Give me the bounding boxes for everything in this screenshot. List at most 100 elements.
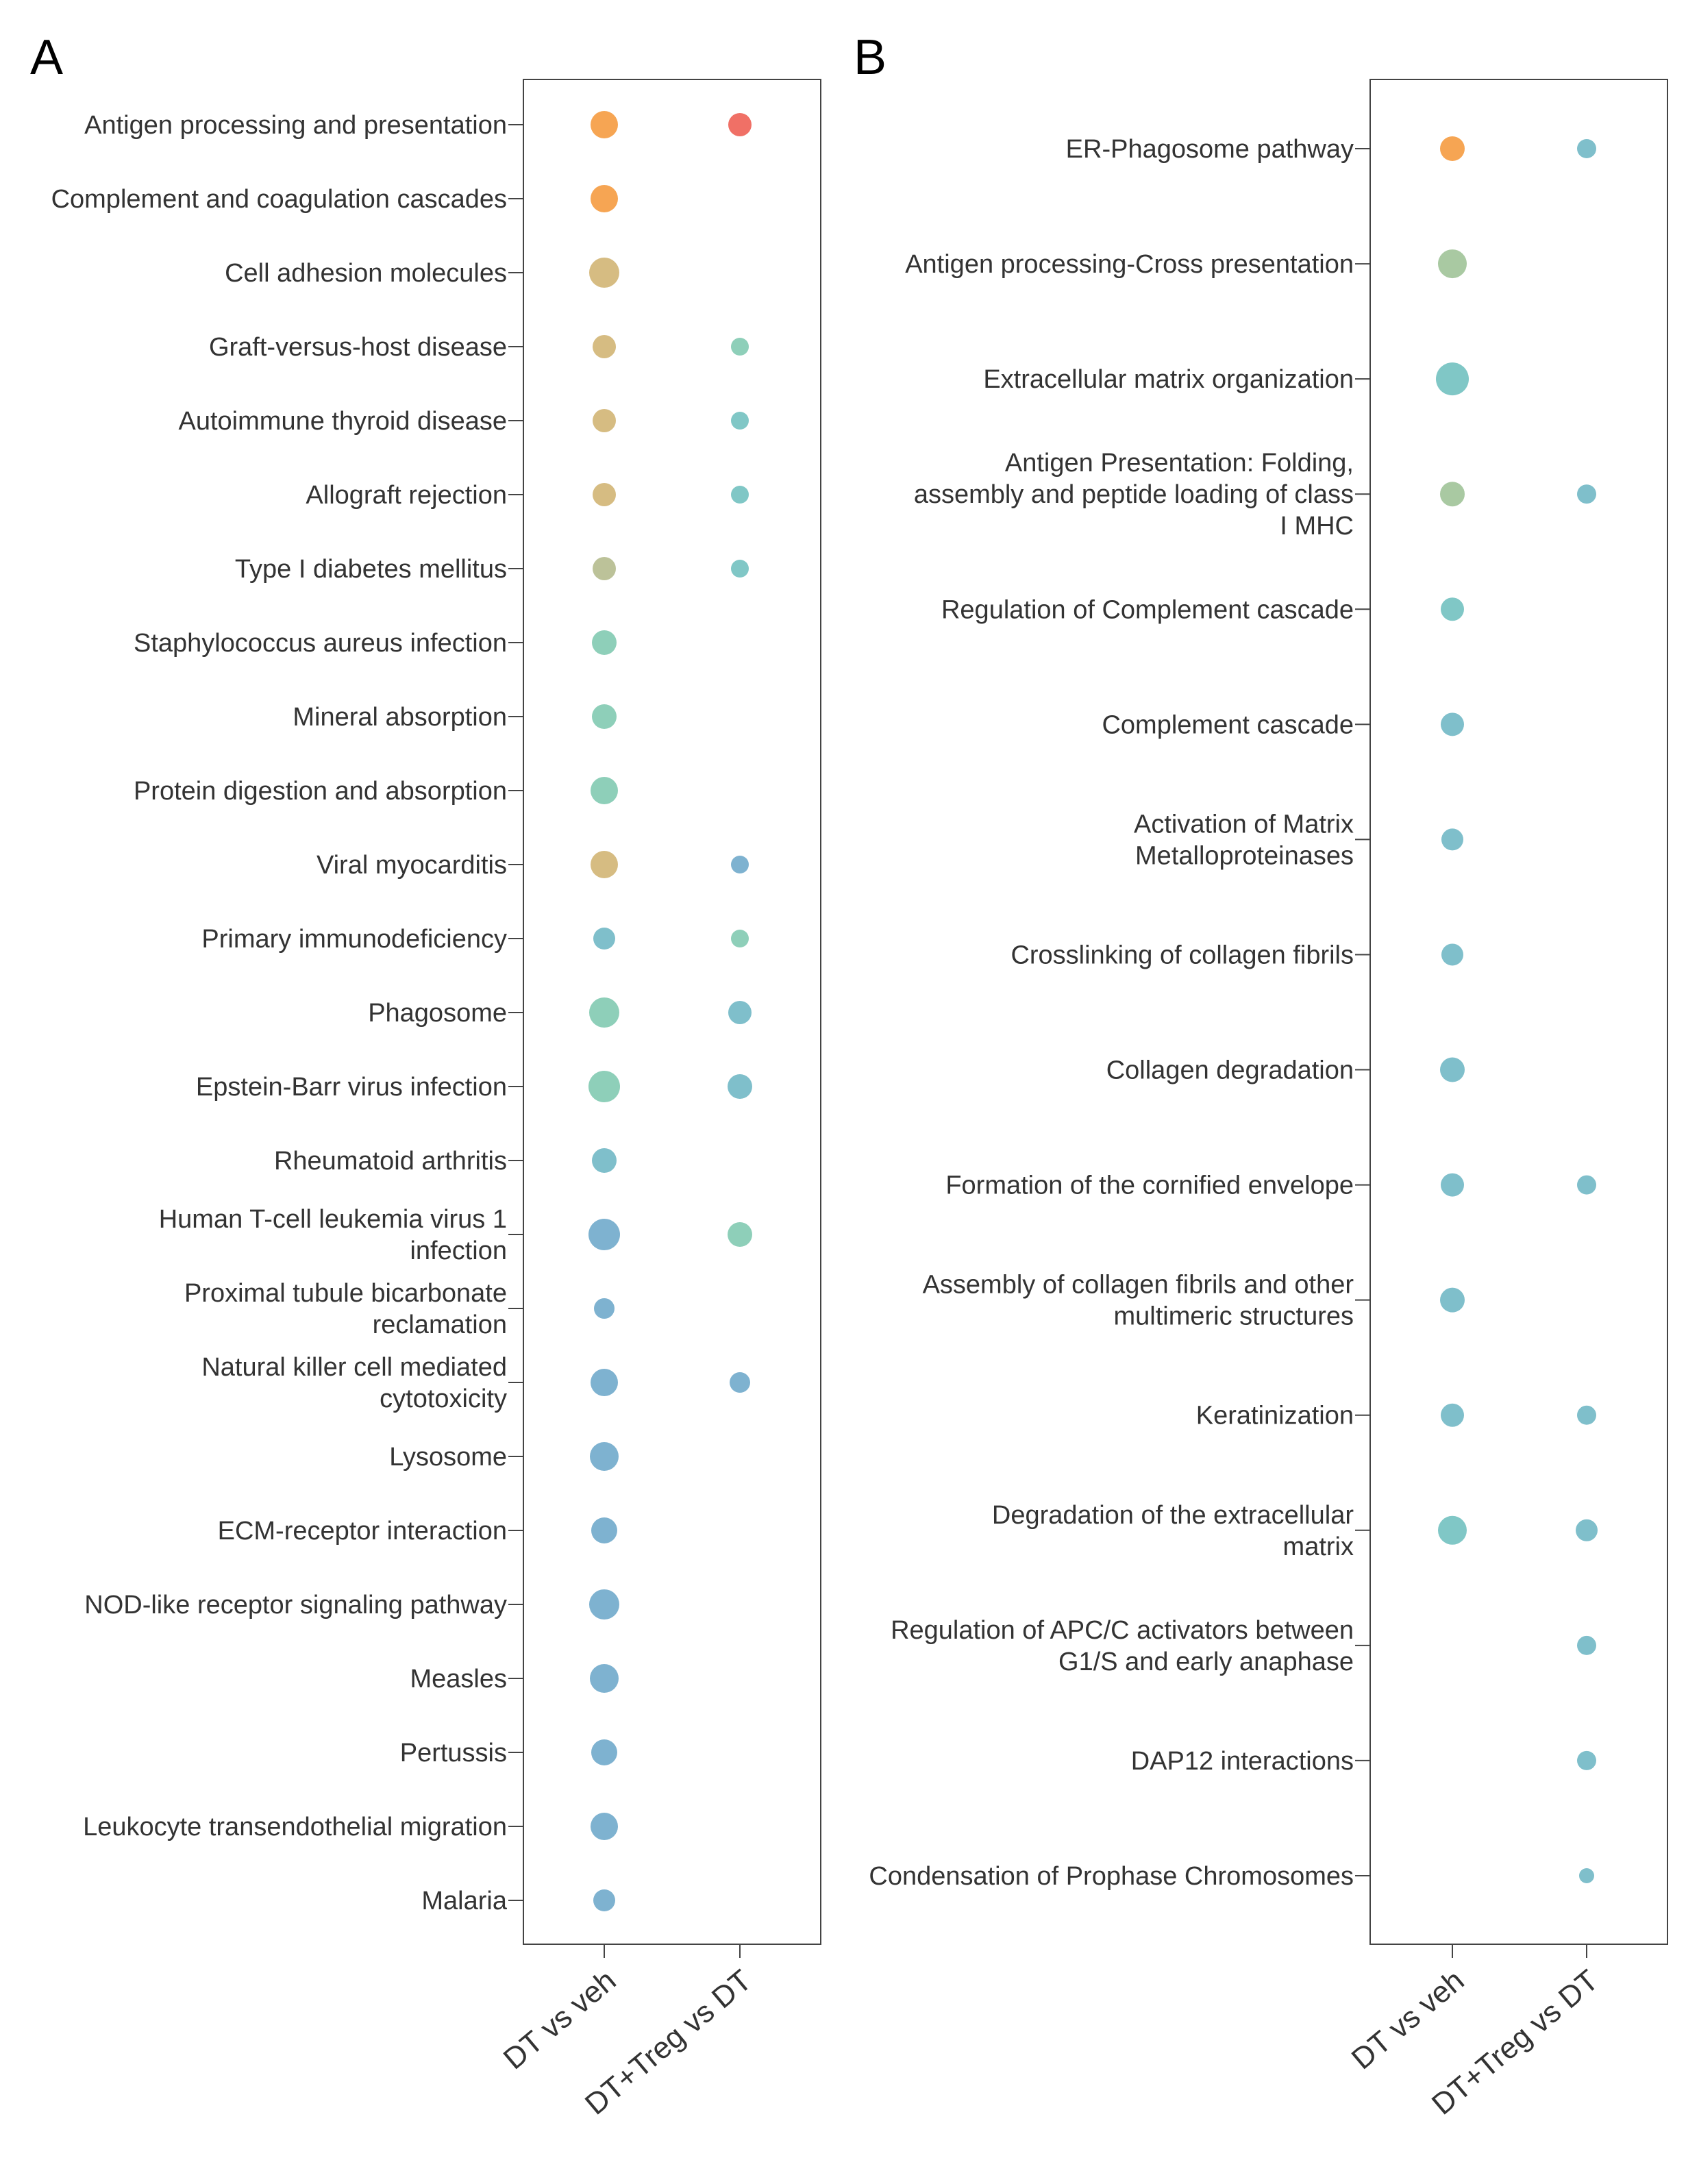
panel-a-data-point xyxy=(591,777,618,804)
panel-a-y-tick-label: Proximal tubule bicarbonate reclamation xyxy=(184,1279,507,1339)
panel-a-data-point xyxy=(731,412,749,430)
panel-b-y-tick-label: Formation of the cornified envelope xyxy=(945,1171,1354,1200)
panel-b-y-tick-label: Crosslinking of collagen fibrils xyxy=(1010,941,1354,969)
panel-b-data-point xyxy=(1577,1635,1596,1655)
panel-a: A Antigen processing and presentation Com… xyxy=(30,30,821,2122)
panel-a-data-point xyxy=(591,1739,617,1765)
panel-b-data-point xyxy=(1441,597,1464,621)
panel-a-data-point xyxy=(594,1298,615,1319)
panel-a-y-tick-label: Type I diabetes mellitus xyxy=(235,555,507,584)
panel-a-data-point xyxy=(588,1071,620,1102)
panel-b-data-point xyxy=(1436,362,1469,396)
panel-a-y-tick-label: Primary immunodeficiency xyxy=(201,925,507,954)
panel-a-y-tick-label-line: Malaria xyxy=(421,1887,507,1915)
panel-a-y-tick-label: Cell adhesion molecules xyxy=(225,259,507,288)
panel-a-y-tick-label: Natural killer cell mediated cytotoxicity xyxy=(201,1353,507,1413)
panel-b-y-tick-label-line: Collagen degradation xyxy=(1106,1056,1354,1085)
panel-a-y-tick-label: Malaria xyxy=(421,1887,507,1915)
panel-a-y-tick-label-line: Allograft rejection xyxy=(306,481,507,510)
panel-a-data-point xyxy=(591,851,618,878)
panel-a-y-tick-label: Autoimmune thyroid disease xyxy=(179,407,507,436)
panel-a-y-tick-label: Protein digestion and absorption xyxy=(134,777,507,806)
panel-a-data-point xyxy=(731,856,749,873)
panel-a-data-point xyxy=(588,1219,620,1250)
panel-b-data-point xyxy=(1440,1057,1465,1082)
panel-a-data-point xyxy=(593,928,615,950)
panel-b-y-tick-label-line: multimeric structures xyxy=(1114,1302,1354,1331)
panel-b-y-tick-label-line: Activation of Matrix xyxy=(1134,810,1354,839)
panel-a-data-point xyxy=(731,930,749,947)
panel-b-y-tick-label-line: Antigen processing-Cross presentation xyxy=(905,250,1354,279)
panel-a-data-point xyxy=(591,111,618,138)
panel-b-y-tick-label: Extracellular matrix organization xyxy=(983,365,1354,394)
panel-a-data-point xyxy=(593,335,616,358)
panel-a-data-point xyxy=(728,1001,752,1024)
panel-b-y-tick-label: ER-Phagosome pathway xyxy=(1066,135,1354,164)
panel-b-y-tick-label: Activation of Matrix Metalloproteinases xyxy=(1134,810,1354,870)
panel-b-data-point xyxy=(1438,1515,1467,1545)
panel-a-data-point xyxy=(591,1813,618,1840)
panel-b-y-tick-label: DAP12 interactions xyxy=(1131,1747,1354,1776)
panel-b-letter: B xyxy=(854,30,886,85)
panel-b-data-point xyxy=(1440,1287,1465,1313)
panel-b-data-point xyxy=(1577,1405,1596,1425)
panel-b-y-tick-label-line: G1/S and early anaphase xyxy=(1058,1648,1354,1676)
panel-b-y-tick-label: Degradation of the extracellular matrix xyxy=(992,1501,1354,1561)
panel-a-y-tick-label-line: infection xyxy=(410,1237,507,1265)
panel-a-y-tick-label-line: Graft-versus-host disease xyxy=(209,333,507,362)
panel-b-data-point xyxy=(1579,1868,1594,1883)
panel-a-data-point xyxy=(591,1369,618,1396)
panel-a-y-tick-label-line: Lysosome xyxy=(389,1443,507,1472)
panel-b-data-point xyxy=(1440,482,1465,507)
panel-b-data-point xyxy=(1441,1403,1464,1427)
panel-a-y-tick-label-line: cytotoxicity xyxy=(380,1385,507,1413)
panel-a-data-point xyxy=(592,1148,617,1173)
panel-b-y-tick-label: Regulation of Complement cascade xyxy=(941,595,1354,624)
panel-a-y-tick-label-line: Measles xyxy=(410,1665,508,1693)
panel-a-y-tick-label: ECM-receptor interaction xyxy=(218,1517,507,1546)
panel-b-y-tick-label-line: Extracellular matrix organization xyxy=(983,365,1354,394)
panel-b-y-tick-label-line: Assembly of collagen fibrils and other xyxy=(923,1271,1354,1300)
panel-b-y-tick-label-line: matrix xyxy=(1283,1532,1354,1561)
panel-b-y-tick-label-line: Crosslinking of collagen fibrils xyxy=(1010,941,1354,969)
panel-b-y-tick-label: Complement cascade xyxy=(1102,710,1354,739)
panel-a-y-tick-label-line: Primary immunodeficiency xyxy=(201,925,507,954)
panel-b-y-tick-label-line: Metalloproteinases xyxy=(1135,841,1354,870)
panel-a-data-point xyxy=(731,486,749,504)
panel-a-letter: A xyxy=(30,30,63,85)
panel-a-plot-frame xyxy=(523,79,821,1945)
panel-b-y-tick-label: Regulation of APC/C activators between G1… xyxy=(891,1616,1354,1676)
panel-a-y-tick-label-line: Complement and coagulation cascades xyxy=(51,185,507,214)
panel-b-y-tick-label-line: Formation of the cornified envelope xyxy=(945,1171,1354,1200)
panel-a-y-tick-label-line: Type I diabetes mellitus xyxy=(235,555,507,584)
panel-a-y-tick-label-line: Leukocyte transendothelial migration xyxy=(83,1813,507,1841)
panel-a-data-point xyxy=(589,997,619,1028)
panel-a-y-tick-label-line: ECM-receptor interaction xyxy=(218,1517,507,1546)
panel-a-data-point xyxy=(728,113,752,136)
panel-a-data-point xyxy=(590,1664,619,1693)
panel-a-data-point xyxy=(731,338,749,356)
panel-a-y-tick-label-line: Staphylococcus aureus infection xyxy=(134,629,507,658)
panel-a-data-point xyxy=(589,1589,619,1620)
panel-a-y-tick-label-line: Natural killer cell mediated xyxy=(201,1353,507,1382)
panel-a-data-point xyxy=(728,1222,752,1247)
panel-b-data-point xyxy=(1577,139,1596,158)
panel-a-data-point xyxy=(593,557,616,580)
panel-b-y-tick-label: Antigen Presentation: Folding, assembly a… xyxy=(914,449,1354,541)
panel-a-data-point xyxy=(589,258,619,288)
panel-a-y-tick-label: Antigen processing and presentation xyxy=(84,111,507,140)
panel-a-y-tick-label: Complement and coagulation cascades xyxy=(51,185,507,214)
panel-a-y-tick-label: Viral myocarditis xyxy=(317,851,507,880)
panel-a-data-point xyxy=(590,1442,619,1471)
panel-b-y-tick-label: Assembly of collagen fibrils and other mu… xyxy=(923,1271,1354,1331)
panel-a-x-tick-label: DT vs veh xyxy=(497,1963,623,2076)
panel-b-y-tick-label-line: Regulation of Complement cascade xyxy=(941,595,1354,624)
panel-a-y-tick-label-line: Protein digestion and absorption xyxy=(134,777,507,806)
panel-b-y-tick-label-line: DAP12 interactions xyxy=(1131,1747,1354,1776)
panel-a-y-tick-label: Mineral absorption xyxy=(293,703,507,732)
panel-b-data-point xyxy=(1576,1519,1598,1541)
panel-b-data-point xyxy=(1577,1175,1596,1195)
panel-a-y-tick-label-line: Phagosome xyxy=(368,999,507,1028)
panel-b-y-tick-label-line: ER-Phagosome pathway xyxy=(1066,135,1354,164)
